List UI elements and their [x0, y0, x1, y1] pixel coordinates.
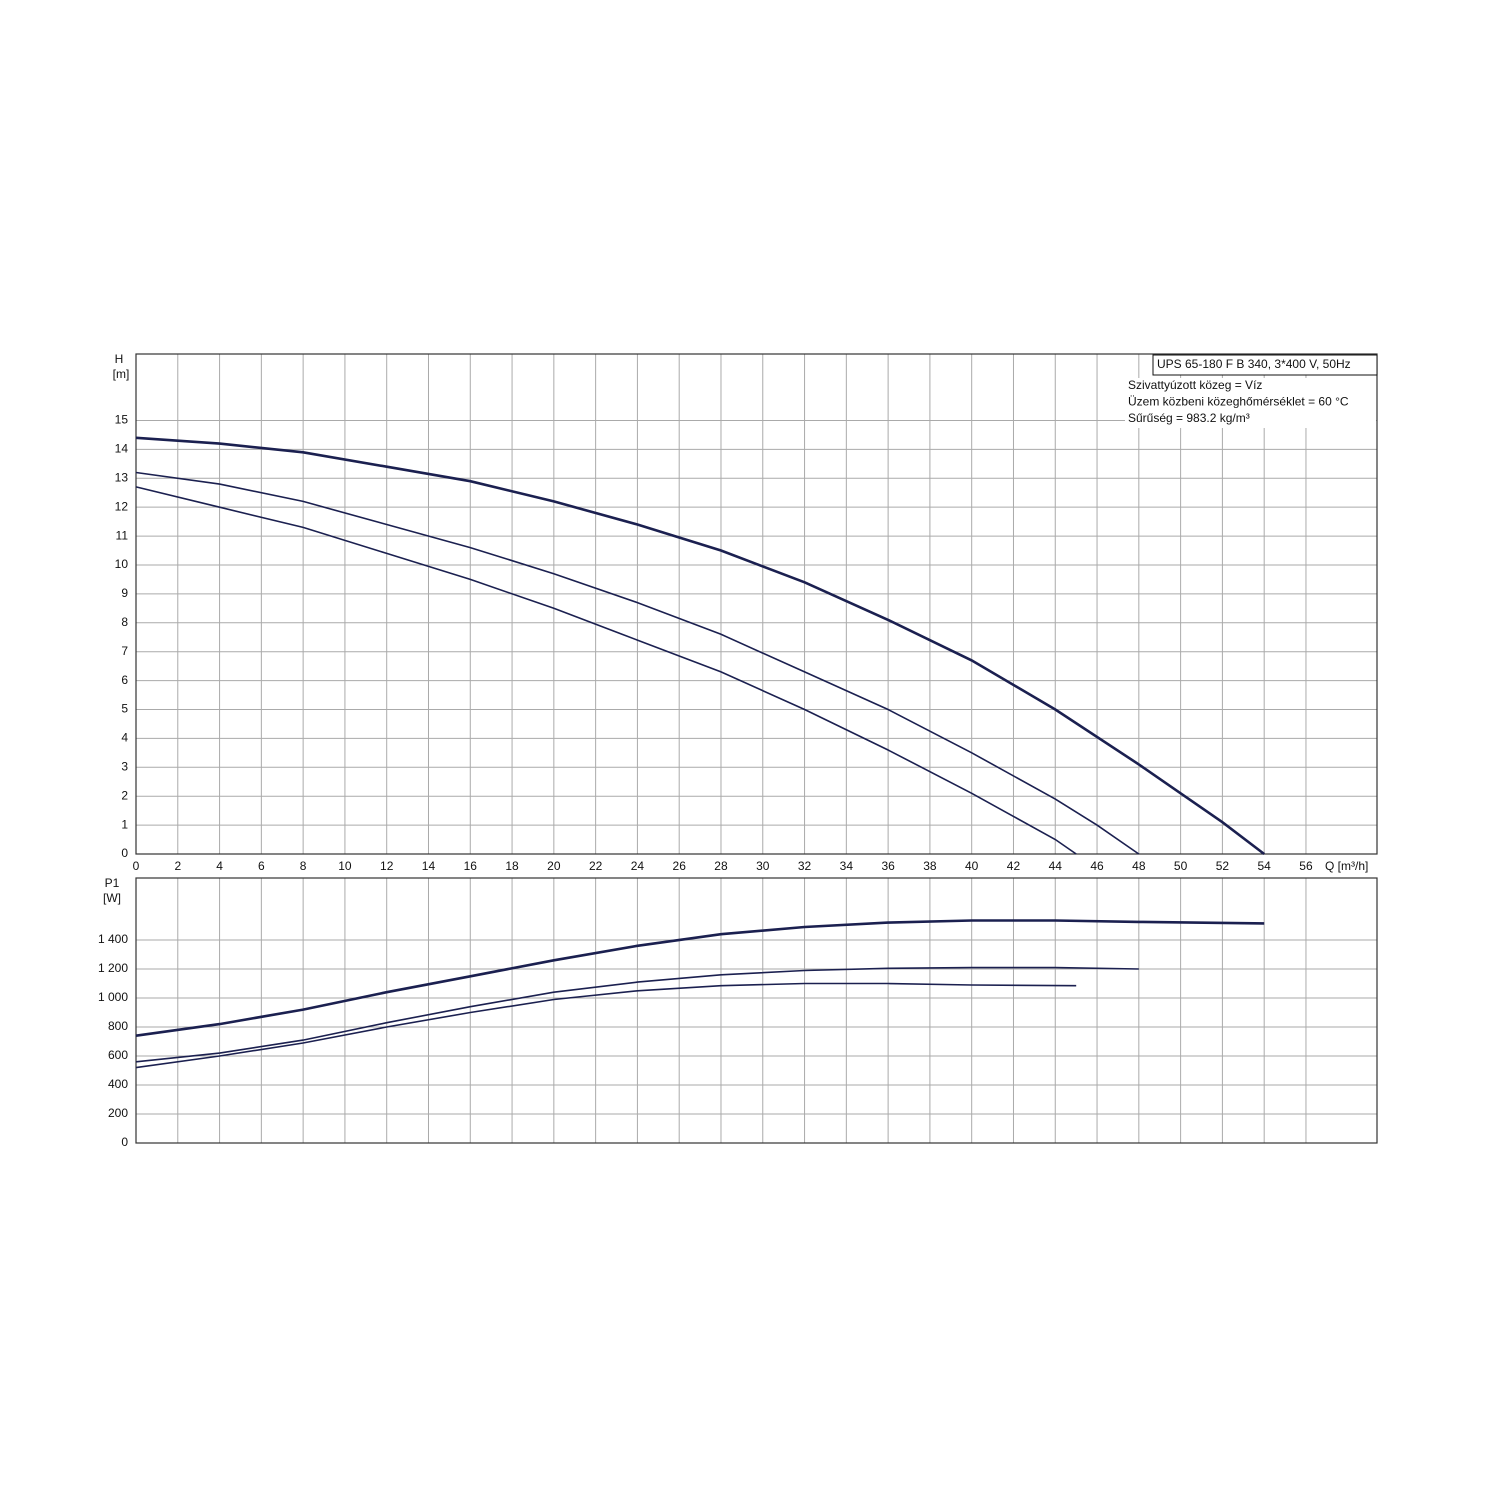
x-tick-label: 52 [1216, 859, 1230, 873]
plot-frame [135, 353, 1378, 855]
curve [135, 982, 1077, 1069]
y-tick-label: 7 [121, 644, 128, 658]
x-tick-label: 8 [300, 859, 307, 873]
x-tick-label: 24 [631, 859, 645, 873]
y-tick-label: 1 400 [98, 932, 128, 946]
y-axis-unit: [W] [103, 891, 121, 905]
x-tick-label: 0 [133, 859, 140, 873]
annotation-line: Sűrűség = 983.2 kg/m³ [1128, 411, 1250, 425]
x-tick-label: 18 [505, 859, 519, 873]
y-tick-label: 14 [115, 442, 129, 456]
y-axis-label: H [115, 352, 124, 366]
curve [135, 486, 1077, 855]
y-tick-label: 400 [108, 1077, 128, 1091]
y-tick-label: 0 [121, 1135, 128, 1149]
y-tick-label: 200 [108, 1106, 128, 1120]
y-tick-label: 4 [121, 731, 128, 745]
y-tick-label: 10 [115, 557, 129, 571]
y-tick-label: 12 [115, 499, 129, 513]
y-tick-label: 5 [121, 702, 128, 716]
y-tick-label: 1 000 [98, 990, 128, 1004]
x-tick-label: 40 [965, 859, 979, 873]
annotation-line: Szivattyúzott közeg = Víz [1128, 378, 1262, 392]
y-tick-label: 9 [121, 586, 128, 600]
x-tick-label: 44 [1049, 859, 1063, 873]
y-tick-label: 0 [121, 846, 128, 860]
y-tick-label: 15 [115, 413, 129, 427]
y-axis-label: P1 [105, 876, 120, 890]
x-tick-label: 12 [380, 859, 394, 873]
curve [135, 436, 1265, 856]
x-tick-label: 32 [798, 859, 812, 873]
x-tick-label: 38 [923, 859, 937, 873]
annotation-title: UPS 65-180 F B 340, 3*400 V, 50Hz [1157, 357, 1351, 371]
x-tick-label: 48 [1132, 859, 1146, 873]
y-tick-label: 13 [115, 470, 129, 484]
x-tick-label: 26 [673, 859, 687, 873]
curve [135, 966, 1139, 1063]
x-tick-label: 22 [589, 859, 603, 873]
x-tick-label: 36 [881, 859, 895, 873]
x-tick-label: 34 [840, 859, 854, 873]
y-tick-label: 800 [108, 1019, 128, 1033]
x-tick-label: 56 [1299, 859, 1313, 873]
y-tick-label: 11 [116, 528, 129, 542]
y-tick-label: 3 [121, 759, 128, 773]
x-tick-label: 30 [756, 859, 770, 873]
y-tick-label: 6 [121, 673, 128, 687]
x-tick-label: 20 [547, 859, 561, 873]
y-tick-label: 2 [121, 788, 128, 802]
annotation-line: Üzem közbeni közeghőmérséklet = 60 °C [1128, 395, 1349, 409]
x-tick-label: 10 [338, 859, 352, 873]
x-tick-label: 16 [464, 859, 478, 873]
y-tick-label: 1 200 [98, 961, 128, 975]
plot-frame [135, 877, 1378, 1144]
annotation-box [1152, 354, 1378, 376]
x-tick-label: 4 [216, 859, 223, 873]
x-tick-label: 46 [1090, 859, 1104, 873]
x-tick-label: 6 [258, 859, 265, 873]
curve [135, 471, 1140, 855]
y-tick-label: 600 [108, 1048, 128, 1062]
x-tick-label: 54 [1258, 859, 1272, 873]
x-tick-label: 14 [422, 859, 436, 873]
y-axis-unit: [m] [113, 367, 130, 381]
y-tick-label: 1 [121, 817, 128, 831]
x-tick-label: 28 [714, 859, 728, 873]
x-tick-label: 2 [174, 859, 181, 873]
x-tick-label: 42 [1007, 859, 1021, 873]
x-tick-label: 50 [1174, 859, 1188, 873]
annotation-bg [1125, 378, 1376, 428]
curve [135, 919, 1265, 1037]
x-axis-label: Q [m³/h] [1325, 859, 1368, 873]
y-tick-label: 8 [121, 615, 128, 629]
